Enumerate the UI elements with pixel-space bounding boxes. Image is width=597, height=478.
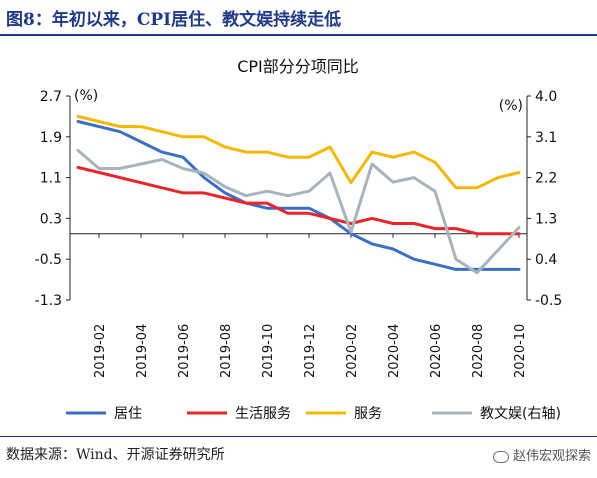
right-axis-unit: (%) xyxy=(499,98,523,114)
x-tick-label: 2019-12 xyxy=(303,324,318,378)
title-rule xyxy=(0,34,597,36)
left-tick-label: -1.3 xyxy=(35,293,62,309)
source-rule xyxy=(0,436,597,437)
left-tick-label: -0.5 xyxy=(35,252,62,268)
legend-label: 居住 xyxy=(114,406,142,422)
right-tick-label: -0.5 xyxy=(535,293,562,309)
x-tick-label: 2019-04 xyxy=(135,324,150,378)
x-tick-label: 2020-06 xyxy=(429,324,444,378)
watermark-text: 赵伟宏观探索 xyxy=(512,449,591,464)
series-layer xyxy=(76,114,521,275)
x-tick-label: 2020-08 xyxy=(471,324,486,378)
series-line-服务 xyxy=(76,114,521,190)
left-tick-label: 2.7 xyxy=(40,89,62,105)
legend: 居住 生活服务 服务 教文娱(右轴) xyxy=(66,406,561,422)
axes-layer: 2.7 1.9 1.1 0.3 -0.5 -1.3 (%) 4.0 3.1 2.2 1.3 0.4 -0… xyxy=(35,88,563,378)
x-tick-label: 2020-02 xyxy=(345,324,360,378)
right-tick-label: 0.4 xyxy=(535,252,557,268)
x-tick-label: 2019-02 xyxy=(93,324,108,378)
left-tick-label: 1.9 xyxy=(40,130,62,146)
x-tick-label: 2020-10 xyxy=(513,324,528,378)
source-note: 数据来源：Wind、开源证券研究所 xyxy=(6,447,225,463)
chart-title: CPI部分分项同比 xyxy=(237,57,359,76)
left-axis-unit: (%) xyxy=(74,88,98,104)
watermark: 赵伟宏观探索 xyxy=(492,445,591,464)
right-tick-label: 1.3 xyxy=(535,211,557,227)
x-tick-label: 2019-06 xyxy=(177,324,192,378)
x-tick-label: 2019-08 xyxy=(219,324,234,378)
legend-label: 服务 xyxy=(354,406,382,422)
right-tick-label: 4.0 xyxy=(535,89,557,105)
left-tick-label: 1.1 xyxy=(40,171,62,187)
right-tick-label: 2.2 xyxy=(535,171,557,187)
wechat-icon xyxy=(492,450,509,463)
x-tick-label: 2019-10 xyxy=(261,324,276,378)
x-tick-label: 2020-04 xyxy=(387,324,402,378)
figure-title: 图8：年初以来，CPI居住、教文娱持续走低 xyxy=(6,10,342,30)
series-line-教文娱(右轴) xyxy=(76,148,521,275)
legend-label: 教文娱(右轴) xyxy=(480,406,561,422)
series-line-居住 xyxy=(76,120,521,271)
left-tick-label: 0.3 xyxy=(40,211,62,227)
series-line-生活服务 xyxy=(76,165,521,236)
right-tick-label: 3.1 xyxy=(535,130,557,146)
legend-label: 生活服务 xyxy=(235,406,291,422)
